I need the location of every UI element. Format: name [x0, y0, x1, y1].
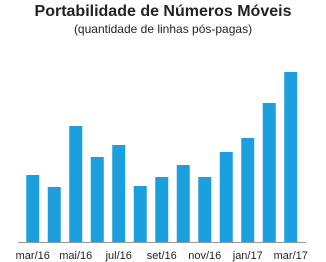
bar [133, 186, 147, 242]
x-tick-label: jan/17 [232, 250, 263, 262]
bar [262, 103, 276, 242]
bar [47, 187, 61, 242]
bar [198, 177, 212, 242]
bar [284, 72, 298, 242]
chart-subtitle: (quantidade de linhas pós-pagas) [74, 22, 252, 36]
x-tick-label: set/16 [147, 250, 177, 262]
x-tick-label: mar/17 [274, 250, 308, 262]
chart-title: Portabilidade de Números Móveis [35, 3, 292, 20]
bar [26, 175, 40, 242]
x-tick-label: nov/16 [188, 250, 221, 262]
bar [241, 138, 255, 242]
bar [155, 177, 169, 242]
x-tick-label: jul/16 [105, 250, 132, 262]
bar [90, 157, 104, 242]
x-tick-label: mar/16 [16, 250, 50, 262]
bar [112, 145, 126, 242]
bar [219, 152, 233, 242]
bar [176, 165, 190, 242]
x-tick-label: mai/16 [59, 250, 92, 262]
bar [69, 126, 83, 242]
